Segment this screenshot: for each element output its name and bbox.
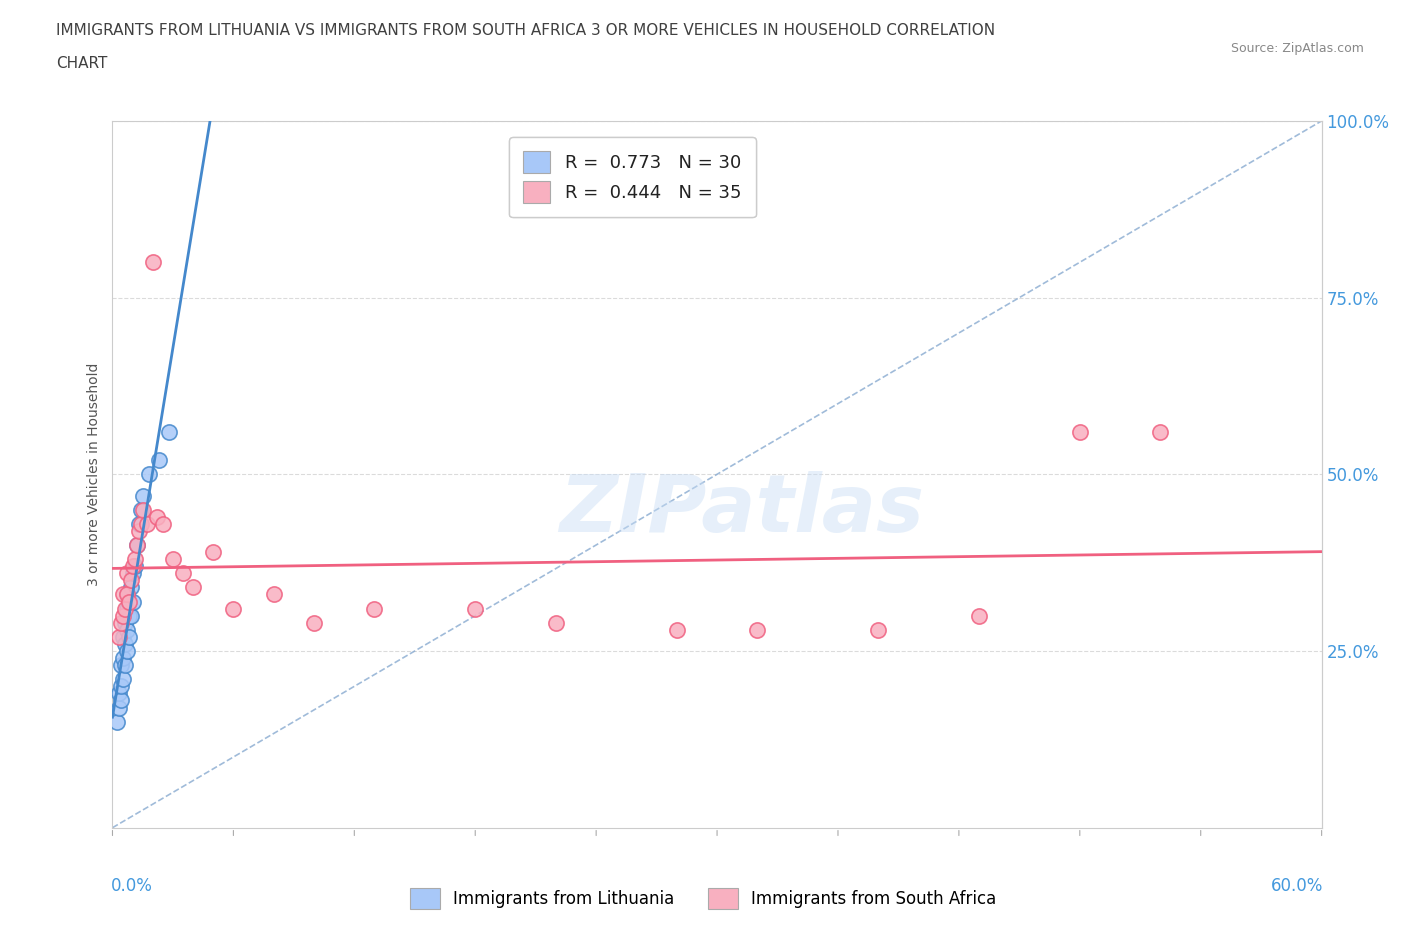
Point	[202, 545, 225, 560]
Legend: R =  0.773   N = 30, R =  0.444   N = 35: R = 0.773 N = 30, R = 0.444 N = 35	[509, 137, 756, 218]
Point	[111, 608, 134, 623]
Point	[172, 565, 194, 580]
Point	[132, 488, 155, 503]
Point	[115, 601, 138, 616]
Text: ZIPatlas: ZIPatlas	[558, 471, 924, 549]
Point	[181, 580, 204, 595]
Point	[125, 538, 148, 552]
Point	[120, 573, 142, 588]
Point	[115, 565, 138, 580]
Point	[128, 524, 150, 538]
Point	[111, 630, 134, 644]
Point	[115, 622, 138, 637]
Point	[107, 686, 129, 701]
Point	[117, 594, 139, 609]
Point	[665, 622, 688, 637]
Point	[107, 700, 129, 715]
Point	[146, 510, 169, 525]
Point	[868, 622, 890, 637]
Point	[110, 679, 132, 694]
Point	[1069, 424, 1091, 439]
Point	[157, 424, 180, 439]
Point	[115, 644, 138, 658]
Point	[544, 616, 567, 631]
Point	[110, 616, 132, 631]
Point	[363, 601, 385, 616]
Point	[132, 502, 155, 517]
Point	[120, 608, 142, 623]
Point	[105, 714, 128, 729]
Point	[162, 551, 184, 566]
Point	[111, 671, 134, 686]
Point	[121, 594, 143, 609]
Point	[115, 587, 138, 602]
Point	[302, 616, 325, 631]
Text: CHART: CHART	[56, 56, 108, 71]
Text: Source: ZipAtlas.com: Source: ZipAtlas.com	[1230, 42, 1364, 55]
Y-axis label: 3 or more Vehicles in Household: 3 or more Vehicles in Household	[87, 363, 101, 586]
Point	[114, 601, 136, 616]
Point	[121, 559, 143, 574]
Point	[263, 587, 285, 602]
Point	[114, 616, 136, 631]
Point	[152, 516, 174, 531]
Text: IMMIGRANTS FROM LITHUANIA VS IMMIGRANTS FROM SOUTH AFRICA 3 OR MORE VEHICLES IN : IMMIGRANTS FROM LITHUANIA VS IMMIGRANTS …	[56, 23, 995, 38]
Point	[464, 601, 486, 616]
Point	[114, 636, 136, 651]
Point	[114, 658, 136, 672]
Point	[129, 516, 152, 531]
Point	[117, 630, 139, 644]
Point	[222, 601, 245, 616]
Point	[121, 565, 143, 580]
Point	[142, 255, 165, 270]
Point	[110, 693, 132, 708]
Legend: Immigrants from Lithuania, Immigrants from South Africa: Immigrants from Lithuania, Immigrants fr…	[402, 880, 1004, 917]
Point	[1149, 424, 1171, 439]
Point	[747, 622, 769, 637]
Point	[110, 658, 132, 672]
Point	[135, 516, 157, 531]
Point	[128, 516, 150, 531]
Point	[111, 651, 134, 666]
Point	[111, 587, 134, 602]
Point	[967, 608, 990, 623]
Point	[117, 608, 139, 623]
Point	[124, 559, 146, 574]
Point	[120, 580, 142, 595]
Point	[148, 453, 170, 468]
Point	[129, 502, 152, 517]
Point	[138, 467, 160, 482]
Point	[125, 538, 148, 552]
Point	[115, 587, 138, 602]
Text: 0.0%: 0.0%	[111, 877, 153, 896]
Point	[107, 630, 129, 644]
Point	[124, 551, 146, 566]
Text: 60.0%: 60.0%	[1271, 877, 1323, 896]
